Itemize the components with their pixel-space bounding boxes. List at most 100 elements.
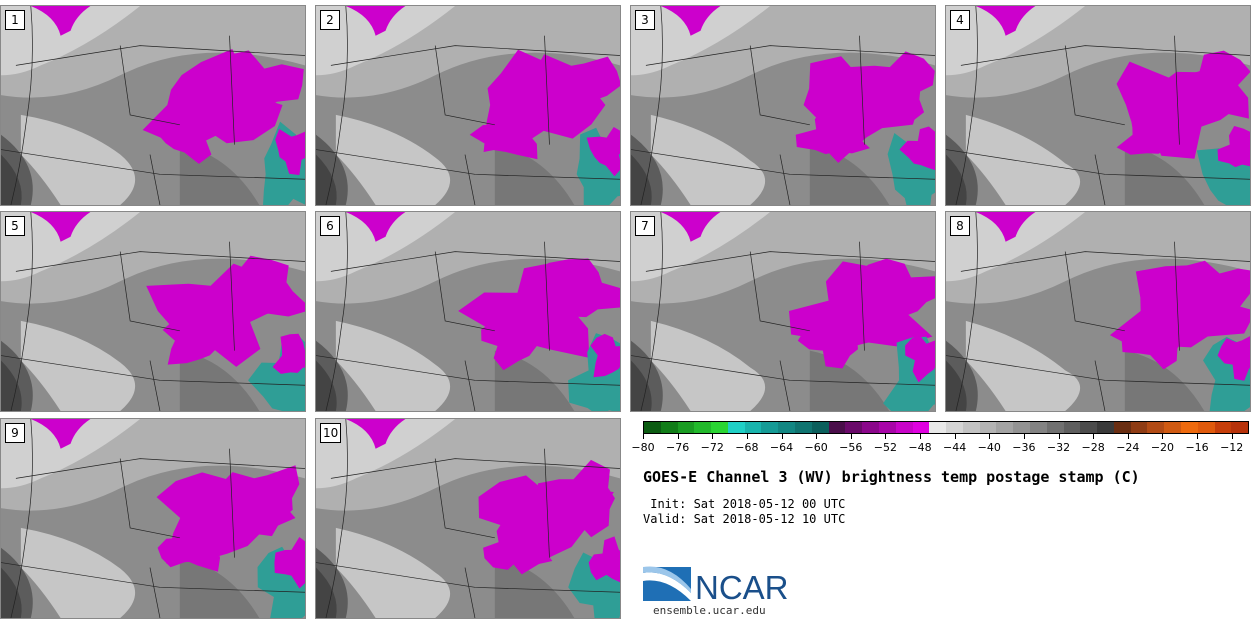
- colorbar-swatch: [727, 422, 745, 433]
- colorbar-swatch: [1164, 422, 1181, 433]
- colorbar-tick: [677, 434, 679, 439]
- colorbar-tick-label: −36: [1012, 441, 1036, 454]
- colorbar-swatch: [744, 422, 762, 433]
- colorbar-swatch: [644, 422, 661, 433]
- panel-1: 1: [0, 5, 306, 206]
- wv-map-10: [316, 419, 620, 618]
- colorbar-tick-label: −20: [1150, 441, 1175, 454]
- colorbar-tick-label: −40: [977, 441, 1001, 454]
- colorbar-tick: [746, 434, 748, 439]
- colorbar-swatch: [1214, 422, 1232, 433]
- colorbar-tick: [1093, 434, 1095, 439]
- init-time: Init: Sat 2018-05-12 00 UTC: [643, 497, 846, 511]
- colorbar-tick-label: −52: [873, 441, 897, 454]
- colorbar-swatch: [1063, 422, 1081, 433]
- ncar-logo: NCAR: [643, 566, 789, 605]
- colorbar-swatch: [895, 422, 913, 433]
- colorbar-tick-label: −56: [839, 441, 863, 454]
- colorbar-tick: [643, 434, 644, 439]
- panel-number: 8: [950, 216, 970, 236]
- panel-number: 4: [950, 10, 970, 30]
- panel-3: 3: [630, 5, 936, 206]
- wv-map-6: [316, 212, 620, 411]
- colorbar-tick: [712, 434, 714, 439]
- wv-map-1: [1, 6, 305, 205]
- colorbar-swatch: [1046, 422, 1064, 433]
- colorbar-tick-label: −76: [666, 441, 690, 454]
- colorbar-tick-label: −72: [700, 441, 724, 454]
- logo-text: NCAR: [695, 569, 789, 605]
- wv-map-2: [316, 6, 620, 205]
- colorbar-swatch: [912, 422, 930, 433]
- colorbar-tick-label: −44: [943, 441, 967, 454]
- wv-map-8: [946, 212, 1250, 411]
- colorbar-swatch: [778, 422, 796, 433]
- panel-number: 3: [635, 10, 655, 30]
- panel-6: 6: [315, 211, 621, 412]
- colorbar-tick: [1197, 434, 1199, 439]
- panel-number: 5: [5, 216, 25, 236]
- panel-9: 9: [0, 418, 306, 619]
- colorbar-tick: [920, 434, 922, 439]
- wv-map-3: [631, 6, 935, 205]
- colorbar-swatch: [1147, 422, 1165, 433]
- colorbar-tick-label: −24: [1116, 441, 1140, 454]
- colorbar-tick: [954, 434, 956, 439]
- colorbar-tick: [1023, 434, 1025, 439]
- valid-time: Valid: Sat 2018-05-12 10 UTC: [643, 512, 846, 526]
- colorbar-tick-label: −16: [1185, 441, 1209, 454]
- colorbar-tick-label: −60: [804, 441, 828, 454]
- colorbar-tick-label: −80: [631, 441, 655, 454]
- panel-8: 8: [945, 211, 1251, 412]
- colorbar-swatch: [711, 422, 728, 433]
- wv-map-5: [1, 212, 305, 411]
- colorbar-swatch: [694, 422, 712, 433]
- colorbar-swatch: [811, 422, 829, 433]
- colorbar: [643, 421, 1249, 434]
- figure-title: GOES-E Channel 3 (WV) brightness temp po…: [643, 468, 1140, 486]
- colorbar-swatch: [962, 422, 980, 433]
- colorbar-swatch: [1231, 422, 1249, 433]
- panel-number: 2: [320, 10, 340, 30]
- colorbar-tick-label: −48: [908, 441, 932, 454]
- colorbar-swatch: [1181, 422, 1198, 433]
- panel-number: 1: [5, 10, 25, 30]
- panel-10: 10: [315, 418, 621, 619]
- panel-number: 10: [320, 423, 342, 443]
- colorbar-swatch: [677, 422, 695, 433]
- colorbar-swatch: [1113, 422, 1131, 433]
- colorbar-swatch: [979, 422, 997, 433]
- colorbar-tick: [816, 434, 818, 439]
- colorbar-swatch: [1097, 422, 1114, 433]
- colorbar-tick: [1231, 434, 1233, 439]
- wv-map-7: [631, 212, 935, 411]
- colorbar-swatch: [996, 422, 1014, 433]
- colorbar-swatch: [878, 422, 896, 433]
- colorbar-tick: [850, 434, 852, 439]
- panel-number: 6: [320, 216, 340, 236]
- panel-4: 4: [945, 5, 1251, 206]
- logo-swoosh-light: [643, 566, 691, 593]
- colorbar-tick: [1058, 434, 1060, 439]
- colorbar-swatch: [795, 422, 812, 433]
- colorbar-tick-label: −64: [769, 441, 794, 454]
- colorbar-tick: [781, 434, 783, 439]
- colorbar-tick-label: −12: [1220, 441, 1244, 454]
- colorbar-swatch: [1029, 422, 1047, 433]
- colorbar-swatch: [1013, 422, 1030, 433]
- panel-number: 7: [635, 216, 655, 236]
- colorbar-swatch: [1080, 422, 1098, 433]
- panel-number: 9: [5, 423, 25, 443]
- colorbar-swatch: [761, 422, 779, 433]
- colorbar-swatch: [862, 422, 879, 433]
- colorbar-tick-label: −32: [1046, 441, 1071, 454]
- colorbar-tick: [885, 434, 887, 439]
- colorbar-swatch: [929, 422, 947, 433]
- colorbar-tick-label: −68: [735, 441, 759, 454]
- colorbar-swatch: [946, 422, 963, 433]
- colorbar-swatch: [845, 422, 863, 433]
- colorbar-tick: [1162, 434, 1164, 439]
- colorbar-swatch: [1130, 422, 1148, 433]
- panel-5: 5: [0, 211, 306, 412]
- panel-7: 7: [630, 211, 936, 412]
